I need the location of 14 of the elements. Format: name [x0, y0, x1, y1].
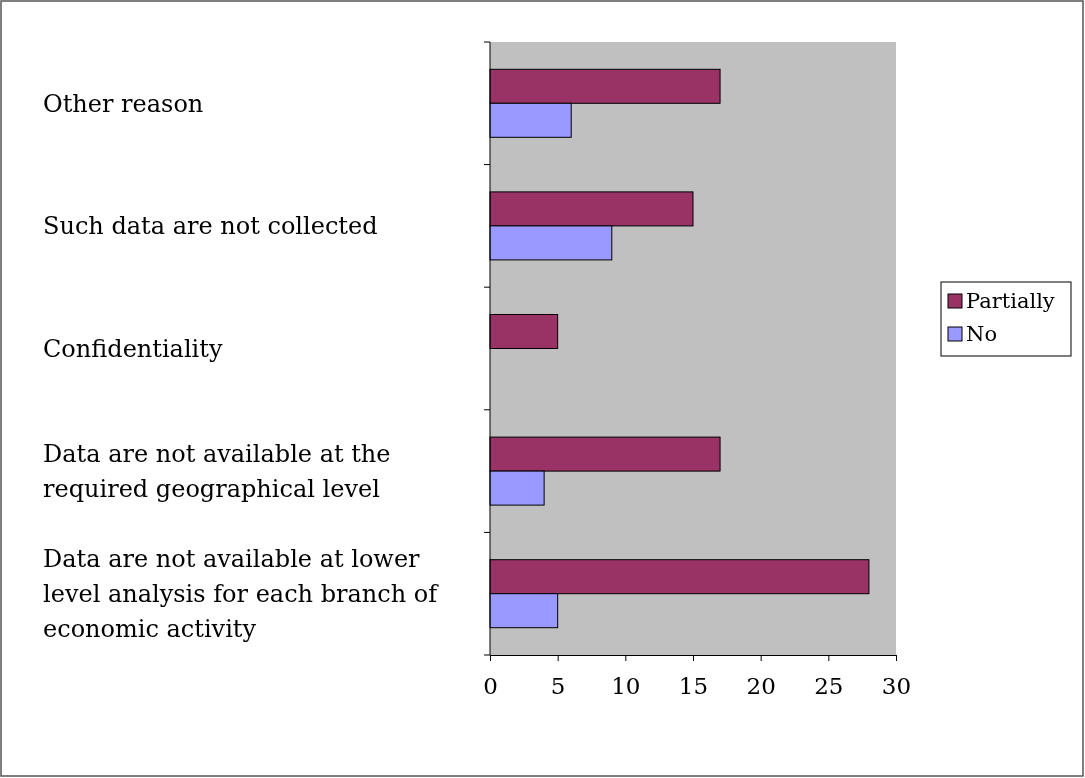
- legend-label: Partially: [966, 289, 1055, 314]
- x-tick-label: 25: [814, 672, 844, 699]
- y-tick-label: Data are not available at the required geographical level: [43, 440, 391, 503]
- legend-label: No: [966, 322, 998, 347]
- y-tick-label: Such data are not collected: [43, 212, 378, 241]
- x-tick-label: 5: [550, 672, 566, 699]
- x-tick-label: 15: [678, 672, 709, 699]
- y-tick-label: Confidentiality: [43, 334, 223, 363]
- x-tick-label: 20: [746, 672, 776, 699]
- y-tick-label: Other reason: [43, 89, 204, 118]
- x-tick-label: 30: [881, 672, 912, 699]
- x-tick-label: 0: [483, 672, 498, 699]
- x-tick-label: 10: [611, 672, 641, 699]
- y-tick-label: Data are not available at lower level analysis for each branch of economic activity: [43, 545, 440, 644]
